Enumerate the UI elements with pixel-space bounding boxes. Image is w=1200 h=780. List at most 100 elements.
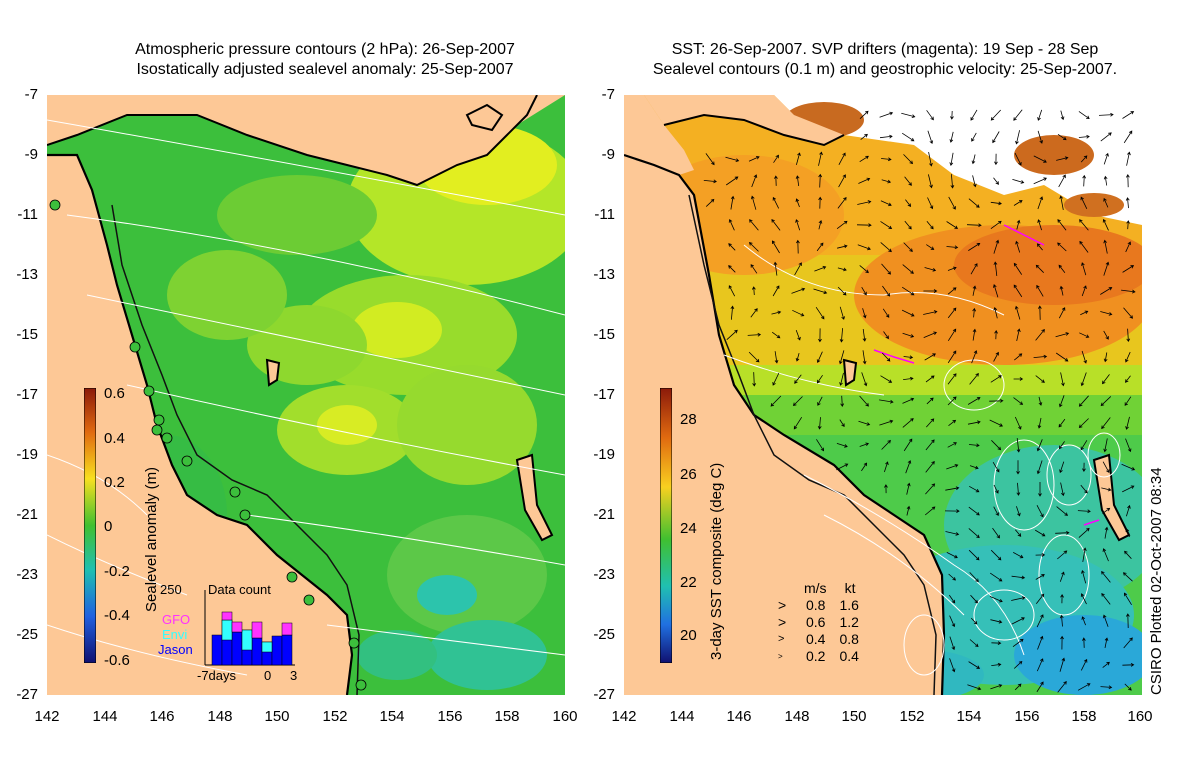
velocity-arrow bbox=[1055, 332, 1070, 338]
velocity-arrow bbox=[818, 173, 823, 188]
sst-map bbox=[624, 95, 1142, 695]
velocity-arrow bbox=[972, 307, 977, 318]
velocity-arrow bbox=[1082, 637, 1086, 648]
velocity-arrow bbox=[817, 417, 822, 430]
velocity-arrow bbox=[1057, 242, 1067, 252]
velocity-arrow bbox=[1082, 462, 1086, 472]
y-tick: -25 bbox=[16, 626, 38, 643]
velocity-arrow bbox=[903, 154, 914, 165]
velocity-arrow bbox=[1056, 506, 1068, 516]
velocity-arrow bbox=[972, 285, 977, 296]
velocity-arrow bbox=[949, 152, 954, 166]
velocity-arrow bbox=[1081, 616, 1086, 626]
velocity-arrow bbox=[946, 221, 959, 229]
data-count-legend-envi: Envi bbox=[162, 627, 188, 642]
velocity-arrow bbox=[1101, 571, 1111, 583]
velocity-arrow bbox=[1036, 439, 1043, 452]
velocity-arrow bbox=[839, 372, 844, 386]
velocity-arrow bbox=[994, 153, 998, 166]
velocity-arrow bbox=[1060, 110, 1065, 121]
velocity-arrow bbox=[990, 619, 1003, 624]
velocity-arrow bbox=[925, 483, 936, 495]
velocity-arrow bbox=[839, 328, 844, 343]
velocity-arrow bbox=[1013, 262, 1023, 275]
velocity-arrow bbox=[949, 658, 956, 673]
velocity-arrow bbox=[1103, 239, 1108, 254]
velocity-arrow bbox=[989, 572, 1003, 582]
velocity-arrow bbox=[1081, 262, 1087, 276]
velocity-arrow bbox=[705, 198, 715, 207]
velocity-arrow bbox=[926, 418, 935, 428]
velocity-arrow bbox=[947, 396, 957, 406]
velocity-arrow bbox=[906, 482, 911, 495]
sla-tick: 0 bbox=[104, 518, 113, 535]
velocity-arrow bbox=[1102, 614, 1109, 627]
velocity-arrow bbox=[1058, 441, 1065, 450]
velocity-arrow bbox=[1014, 353, 1023, 361]
velocity-arrow bbox=[993, 351, 999, 362]
sla-colorbar-title: Sealevel anomaly (m) bbox=[143, 466, 160, 612]
velocity-arrow bbox=[880, 200, 892, 207]
velocity-arrow bbox=[1057, 680, 1067, 693]
velocity-arrow bbox=[1037, 196, 1044, 210]
velocity-arrow bbox=[838, 152, 846, 165]
x-tick: 156 bbox=[1014, 708, 1040, 725]
right-title: SST: 26-Sep-2007. SVP drifters (magenta)… bbox=[605, 40, 1165, 80]
velocity-arrow bbox=[968, 549, 980, 561]
velocity-arrow bbox=[1059, 614, 1064, 627]
x-tick: 148 bbox=[784, 708, 810, 725]
y-tick: -7 bbox=[24, 86, 38, 103]
velocity-arrow bbox=[1077, 683, 1091, 691]
velocity-arrow bbox=[1126, 151, 1131, 166]
velocity-arrow bbox=[857, 200, 872, 205]
velocity-arrow bbox=[1036, 505, 1044, 518]
velocity-arrow bbox=[884, 484, 888, 494]
velocity-arrow bbox=[949, 131, 954, 143]
velocity-arrow bbox=[1033, 155, 1047, 163]
velocity-arrow bbox=[1037, 305, 1042, 320]
velocity-arrow bbox=[1057, 133, 1067, 141]
x-tick: 142 bbox=[34, 708, 60, 725]
y-tick: -27 bbox=[593, 686, 615, 703]
velocity-arrow bbox=[969, 373, 979, 385]
velocity-arrow bbox=[1013, 660, 1023, 669]
velocity-arrow bbox=[990, 684, 1003, 690]
velocity-arrow bbox=[902, 397, 915, 404]
velocity-arrow bbox=[1126, 220, 1130, 230]
velocity-arrow bbox=[1100, 685, 1113, 690]
velocity-arrow bbox=[818, 151, 823, 166]
velocity-arrow bbox=[990, 375, 1002, 383]
x-tick: 154 bbox=[956, 708, 982, 725]
x-tick: 150 bbox=[264, 708, 290, 725]
velocity-arrow bbox=[774, 175, 778, 186]
velocity-arrow bbox=[1012, 638, 1024, 648]
velocity-arrow bbox=[1059, 395, 1065, 408]
velocity-arrow bbox=[992, 461, 1000, 473]
y-tick: -23 bbox=[593, 566, 615, 583]
velocity-legend-row: > 0.2 0.4 bbox=[778, 648, 859, 665]
velocity-arrow bbox=[1103, 261, 1110, 276]
velocity-arrow bbox=[770, 395, 782, 407]
velocity-arrow bbox=[1123, 130, 1133, 144]
velocity-arrow bbox=[1079, 332, 1090, 338]
velocity-arrow bbox=[926, 220, 934, 230]
velocity-arrow bbox=[1036, 614, 1044, 628]
velocity-arrow bbox=[905, 460, 912, 474]
left-title-line1: Atmospheric pressure contours (2 hPa): 2… bbox=[135, 41, 515, 58]
velocity-arrow bbox=[924, 353, 936, 361]
velocity-arrow bbox=[860, 133, 868, 140]
y-tick: -13 bbox=[593, 266, 615, 283]
velocity-arrow bbox=[1016, 506, 1021, 517]
velocity-arrow bbox=[750, 195, 757, 210]
velocity-arrow bbox=[859, 442, 870, 447]
velocity-arrow bbox=[1103, 352, 1108, 363]
velocity-arrow bbox=[816, 351, 823, 363]
velocity-arrow bbox=[837, 244, 848, 249]
velocity-arrow bbox=[905, 199, 912, 208]
data-count-title: Data count bbox=[208, 582, 271, 597]
right-title-line2: Sealevel contours (0.1 m) and geostrophi… bbox=[652, 61, 1118, 78]
velocity-arrow bbox=[840, 395, 845, 407]
velocity-arrow bbox=[793, 416, 803, 430]
velocity-arrow bbox=[1036, 681, 1044, 693]
x-tick: 148 bbox=[207, 708, 233, 725]
